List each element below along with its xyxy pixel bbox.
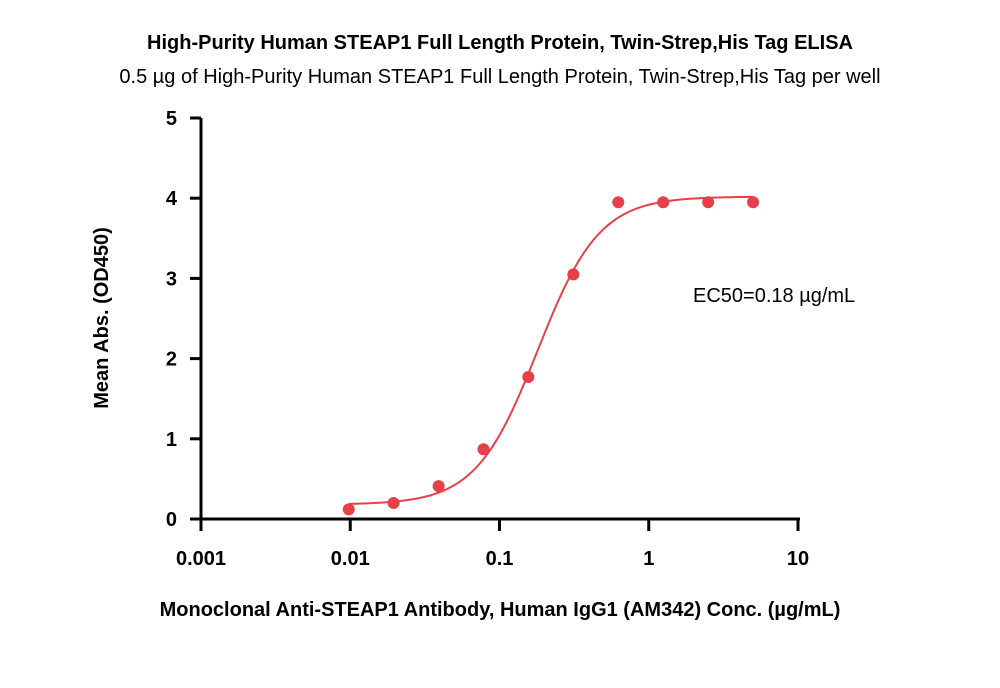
y-tick-label: 4 [166, 188, 178, 210]
chart-title: High-Purity Human STEAP1 Full Length Pro… [147, 32, 853, 54]
x-tick-label: 0.001 [176, 548, 226, 570]
y-tick-label: 5 [166, 108, 177, 130]
chart-subtitle: 0.5 µg of High-Purity Human STEAP1 Full … [119, 66, 881, 88]
x-tick-label: 0.01 [331, 548, 370, 570]
x-tick-label: 0.1 [486, 548, 514, 570]
ec50-annotation: EC50=0.18 µg/mL [693, 285, 855, 307]
y-tick-label: 2 [166, 349, 177, 371]
data-point [522, 371, 535, 384]
x-tick-label: 10 [787, 548, 809, 570]
data-point [477, 443, 490, 456]
data-points [342, 196, 760, 516]
data-point [747, 196, 760, 209]
data-point [657, 196, 670, 209]
data-point [342, 503, 355, 516]
x-axis-ticks: 0.001 0.01 0.1 1 10 [176, 519, 809, 570]
data-point [612, 196, 625, 209]
data-point [387, 496, 400, 509]
x-tick-label: 1 [643, 548, 654, 570]
data-point [702, 196, 715, 209]
fit-curve [348, 195, 754, 505]
chart-axes [199, 118, 800, 521]
y-tick-label: 1 [166, 429, 177, 451]
data-point [432, 480, 445, 493]
y-tick-label: 3 [166, 268, 177, 290]
y-axis-ticks: 0 1 2 3 4 5 [166, 108, 201, 531]
y-axis-title: Mean Abs. (OD450) [91, 227, 113, 409]
data-point [567, 268, 580, 281]
x-axis-title: Monoclonal Anti-STEAP1 Antibody, Human I… [160, 599, 841, 621]
y-tick-label: 0 [166, 509, 177, 531]
